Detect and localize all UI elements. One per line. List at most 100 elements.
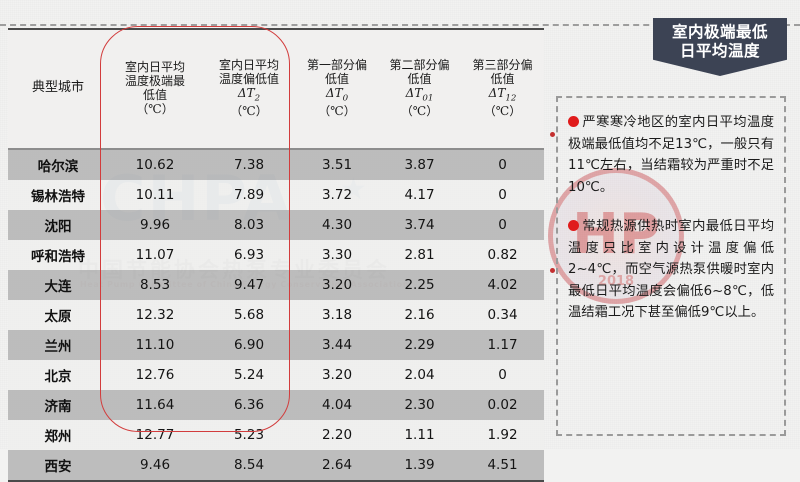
- value-cell-extreme-min: 10.62: [108, 149, 202, 180]
- value-cell-dt12: 0: [461, 360, 544, 390]
- value-cell-dt2: 6.93: [202, 240, 296, 270]
- col2-unit: （℃）: [230, 103, 268, 118]
- city-cell: 郑州: [8, 420, 108, 450]
- value-cell-dt2: 6.36: [202, 390, 296, 420]
- col4-sym-delta-t: ΔT: [405, 86, 423, 101]
- col4-sym-subscript: 01: [422, 93, 434, 104]
- col3-symbol: ΔT0: [298, 86, 376, 104]
- value-cell-dt0: 3.30: [296, 240, 378, 270]
- col2-symbol: ΔT2: [204, 86, 294, 104]
- table-row: 大连 8.53 9.47 3.20 2.25 4.02: [8, 270, 544, 300]
- col3-line2: 低值: [324, 72, 349, 87]
- col3-unit: （℃）: [318, 103, 356, 118]
- value-cell-dt12: 4.51: [461, 450, 544, 482]
- value-cell-dt0: 3.44: [296, 330, 378, 360]
- col4-symbol: ΔT01: [380, 86, 459, 104]
- city-cell: 济南: [8, 390, 108, 420]
- col5-line2: 低值: [490, 72, 515, 87]
- value-cell-dt0: 4.30: [296, 210, 378, 240]
- value-cell-dt2: 6.90: [202, 330, 296, 360]
- value-cell-dt12: 1.92: [461, 420, 544, 450]
- city-cell: 北京: [8, 360, 108, 390]
- table-row: 呼和浩特 11.07 6.93 3.30 2.81 0.82: [8, 240, 544, 270]
- table-row: 太原 12.32 5.68 3.18 2.16 0.34: [8, 300, 544, 330]
- bullet-dot-icon: [568, 116, 579, 127]
- value-cell-dt0: 3.18: [296, 300, 378, 330]
- badge-line-2: 日平均温度: [679, 42, 760, 61]
- section-badge: 室内极端最低 日平均温度: [653, 18, 787, 76]
- value-cell-dt2: 9.47: [202, 270, 296, 300]
- city-cell: 太原: [8, 300, 108, 330]
- value-cell-dt0: 3.72: [296, 180, 378, 210]
- col4-line2: 低值: [407, 72, 432, 87]
- col3-sym-subscript: 0: [342, 93, 349, 104]
- table-row: 北京 12.76 5.24 3.20 2.04 0: [8, 360, 544, 390]
- temperature-table: 典型城市 室内日平均 温度极端最 低值 （℃） 室内日平均 温度偏低值 ΔT2 …: [8, 28, 544, 482]
- col5-symbol: ΔT12: [463, 86, 542, 104]
- col-header-indoor-extreme-min: 室内日平均 温度极端最 低值 （℃）: [108, 28, 202, 150]
- value-cell-dt12: 4.02: [461, 270, 544, 300]
- col-header-part2-deviation-t01: 第二部分偏 低值 ΔT01 （℃）: [378, 28, 461, 150]
- table-row: 郑州 12.77 5.23 2.20 1.11 1.92: [8, 420, 544, 450]
- col3-line1: 第一部分偏: [306, 57, 367, 72]
- table-row: 西安 9.46 8.54 2.64 1.39 4.51: [8, 450, 544, 482]
- col5-unit: （℃）: [483, 103, 522, 118]
- value-cell-dt12: 0.34: [461, 300, 544, 330]
- col2-sym-delta-t: ΔT: [237, 86, 255, 101]
- col1-line2: 温度极端最: [124, 73, 185, 88]
- value-cell-extreme-min: 9.46: [108, 450, 202, 482]
- value-cell-dt01: 1.11: [378, 420, 461, 450]
- value-cell-dt2: 5.68: [202, 300, 296, 330]
- value-cell-extreme-min: 12.76: [108, 360, 202, 390]
- value-cell-dt2: 8.54: [202, 450, 296, 482]
- col2-line1: 室内日平均: [218, 57, 279, 72]
- note-paragraph-1: 严寒寒冷地区的室内日平均温度极端最低值均不足13℃，一般只有11℃左右，当结霜较…: [568, 112, 774, 198]
- value-cell-dt2: 7.89: [202, 180, 296, 210]
- value-cell-dt2: 5.23: [202, 420, 296, 450]
- value-cell-extreme-min: 12.77: [108, 420, 202, 450]
- col5-line1: 第三部分偏: [472, 57, 533, 72]
- value-cell-dt2: 8.03: [202, 210, 296, 240]
- col-header-indoor-deviation-t2: 室内日平均 温度偏低值 ΔT2 （℃）: [202, 28, 296, 150]
- badge-line-1: 室内极端最低: [671, 23, 768, 41]
- notes-panel: 严寒寒冷地区的室内日平均温度极端最低值均不足13℃，一般只有11℃左右，当结霜较…: [550, 96, 786, 436]
- value-cell-dt12: 0: [461, 210, 544, 240]
- value-cell-dt01: 2.25: [378, 270, 461, 300]
- value-cell-extreme-min: 8.53: [108, 270, 202, 300]
- value-cell-dt01: 2.04: [378, 360, 461, 390]
- value-cell-dt12: 0: [461, 149, 544, 180]
- value-cell-dt12: 0: [461, 180, 544, 210]
- value-cell-dt0: 3.20: [296, 360, 378, 390]
- city-cell: 锡林浩特: [8, 180, 108, 210]
- value-cell-extreme-min: 10.11: [108, 180, 202, 210]
- table-row: 兰州 11.10 6.90 3.44 2.29 1.17: [8, 330, 544, 360]
- value-cell-dt01: 3.74: [378, 210, 461, 240]
- city-cell: 沈阳: [8, 210, 108, 240]
- col4-unit: （℃）: [400, 103, 439, 118]
- value-cell-dt01: 4.17: [378, 180, 461, 210]
- value-cell-extreme-min: 11.10: [108, 330, 202, 360]
- table-row: 济南 11.64 6.36 4.04 2.30 0.02: [8, 390, 544, 420]
- value-cell-dt0: 3.20: [296, 270, 378, 300]
- value-cell-dt0: 4.04: [296, 390, 378, 420]
- value-cell-extreme-min: 9.96: [108, 210, 202, 240]
- value-cell-dt01: 3.87: [378, 149, 461, 180]
- city-cell: 兰州: [8, 330, 108, 360]
- city-cell: 西安: [8, 450, 108, 482]
- col-header-part3-deviation-t12: 第三部分偏 低值 ΔT12 （℃）: [461, 28, 544, 150]
- badge-text: 室内极端最低 日平均温度: [672, 18, 768, 62]
- value-cell-extreme-min: 11.07: [108, 240, 202, 270]
- value-cell-dt01: 2.30: [378, 390, 461, 420]
- city-cell: 哈尔滨: [8, 149, 108, 180]
- value-cell-dt2: 7.38: [202, 149, 296, 180]
- col-header-city: 典型城市: [8, 28, 108, 150]
- value-cell-dt12: 0.02: [461, 390, 544, 420]
- col-header-part1-deviation-t0: 第一部分偏 低值 ΔT0 （℃）: [296, 28, 378, 150]
- value-cell-dt01: 1.39: [378, 450, 461, 482]
- col1-line1: 室内日平均: [124, 59, 185, 74]
- value-cell-extreme-min: 11.64: [108, 390, 202, 420]
- note-paragraph-2: 常规热源供热时室内最低日平均温度只比室内设计温度偏低2~4℃，而空气源热泵供暖时…: [568, 216, 774, 324]
- bullet-dot-icon: [568, 220, 579, 232]
- header-row: 典型城市 室内日平均 温度极端最 低值 （℃） 室内日平均 温度偏低值 ΔT2 …: [8, 28, 544, 150]
- value-cell-dt12: 0.82: [461, 240, 544, 270]
